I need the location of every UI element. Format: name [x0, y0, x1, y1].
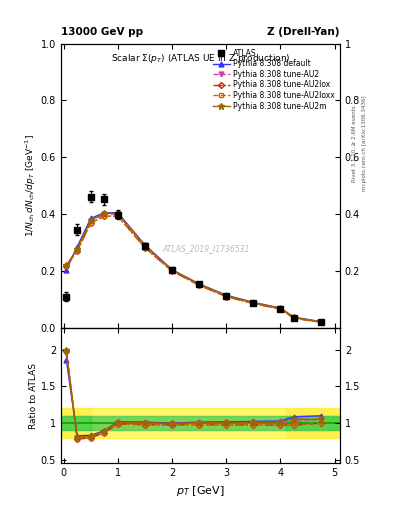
- Bar: [91, 416, 286, 431]
- Bar: [61, 409, 91, 438]
- Text: Z (Drell-Yan): Z (Drell-Yan): [268, 27, 340, 37]
- Bar: [61, 409, 340, 438]
- Bar: [61, 416, 340, 431]
- Text: ATLAS_2019_I1736531: ATLAS_2019_I1736531: [162, 244, 250, 253]
- Y-axis label: $1/N_{\rm ch}\,dN_{\rm ch}/dp_T$ [GeV$^{-1}$]: $1/N_{\rm ch}\,dN_{\rm ch}/dp_T$ [GeV$^{…: [24, 134, 38, 237]
- Bar: [91, 409, 286, 438]
- Legend: ATLAS, Pythia 8.308 default, Pythia 8.308 tune-AU2, Pythia 8.308 tune-AU2lox, Py: ATLAS, Pythia 8.308 default, Pythia 8.30…: [211, 47, 336, 112]
- Text: Scalar $\Sigma(p_T)$ (ATLAS UE in Z production): Scalar $\Sigma(p_T)$ (ATLAS UE in Z prod…: [111, 52, 290, 65]
- Y-axis label: Ratio to ATLAS: Ratio to ATLAS: [29, 362, 38, 429]
- Bar: [286, 416, 345, 431]
- Text: mcplots.cern.ch [arXiv:1306.3436]: mcplots.cern.ch [arXiv:1306.3436]: [362, 96, 367, 191]
- Text: 13000 GeV pp: 13000 GeV pp: [61, 27, 143, 37]
- X-axis label: $p_T$ [GeV]: $p_T$ [GeV]: [176, 484, 225, 498]
- Bar: [61, 416, 91, 431]
- Text: Rivet 3.1.10, ≥ 2.6M events: Rivet 3.1.10, ≥ 2.6M events: [352, 105, 357, 182]
- Bar: [286, 409, 345, 438]
